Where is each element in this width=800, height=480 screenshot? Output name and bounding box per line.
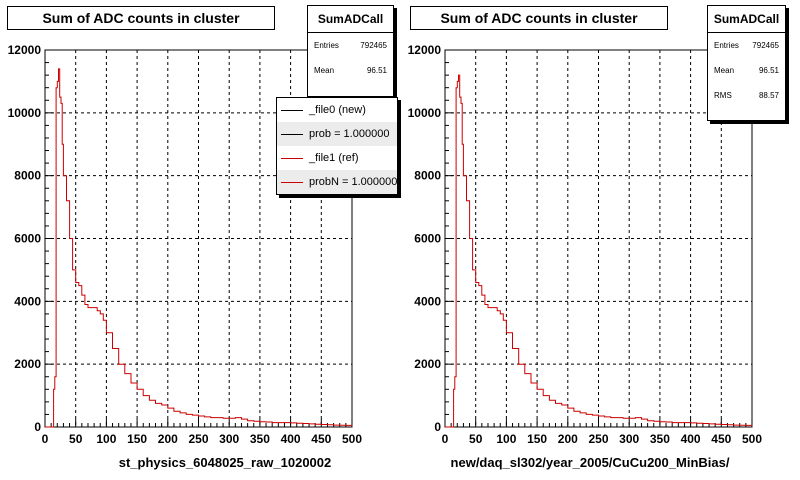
- stats-rms-row: RMS 88.57: [708, 83, 785, 108]
- stats-histogram-name: SumADCall: [708, 6, 785, 33]
- x-tick-label-1: 50: [469, 432, 483, 446]
- legend-entry-file1: _file1 (ref): [277, 146, 397, 170]
- x-axis-label: st_physics_6048025_raw_1020002: [118, 455, 332, 470]
- chart-title: Sum of ADC counts in cluster: [410, 6, 668, 30]
- y-tick-label-0: 0: [434, 420, 441, 434]
- y-tick-label-0: 0: [34, 420, 41, 434]
- stats-mean-value: 96.51: [758, 66, 779, 75]
- x-tick-label-8: 400: [681, 432, 701, 446]
- x-axis-label: new/daq_sl302/year_2005/CuCu200_MinBias/: [450, 455, 730, 470]
- histogram-plot-left: 0 50 100 150 200 250 300 350 400 450 500 0 2000 4000 6…: [8, 43, 363, 446]
- histogram-series-0: [445, 74, 753, 428]
- stats-box: SumADCall Entries 792465 Mean 96.51 RMS …: [707, 5, 786, 121]
- y-tick-label-1: 2000: [14, 357, 41, 371]
- stats-rms-value: 88.57: [758, 91, 779, 100]
- legend-label-prob: prob = 1.000000: [309, 128, 390, 140]
- stats-entries-label: Entries: [714, 41, 739, 50]
- x-tick-label-10: 500: [742, 432, 762, 446]
- stats-mean-label: Mean: [714, 66, 735, 75]
- x-tick-label-0: 0: [442, 432, 449, 446]
- legend-entry-probn: probN = 1.000000: [277, 170, 397, 194]
- stats-entries-row: Entries 792465: [708, 33, 785, 58]
- legend-label-file1: _file1 (ref): [309, 152, 359, 164]
- x-tick-label-8: 400: [281, 432, 301, 446]
- x-tick-label-9: 450: [711, 432, 731, 446]
- y-tick-label-3: 6000: [414, 232, 441, 246]
- stats-entries-label: Entries: [314, 41, 339, 50]
- x-tick-label-0: 0: [42, 432, 49, 446]
- legend: _file0 (new) prob = 1.000000 _file1 (ref…: [276, 97, 398, 195]
- stats-mean-row: Mean 96.51: [308, 58, 393, 83]
- x-tick-label-5: 250: [188, 432, 208, 446]
- y-tick-label-4: 8000: [14, 169, 41, 183]
- y-tick-label-3: 6000: [14, 232, 41, 246]
- x-tick-label-1: 50: [69, 432, 83, 446]
- y-tick-label-2: 4000: [414, 294, 441, 308]
- legend-entry-file0: _file0 (new): [277, 98, 397, 122]
- y-tick-label-6: 12000: [8, 43, 42, 57]
- y-tick-label-5: 10000: [408, 106, 442, 120]
- stats-mean-value: 96.51: [366, 66, 387, 75]
- x-tick-label-2: 100: [496, 432, 516, 446]
- chart-title: Sum of ADC counts in cluster: [7, 6, 275, 30]
- x-tick-label-3: 150: [527, 432, 547, 446]
- y-tick-label-6: 12000: [408, 43, 442, 57]
- stats-rms-label: RMS: [714, 91, 732, 100]
- x-tick-label-2: 100: [96, 432, 116, 446]
- legend-swatch-prob: [281, 133, 303, 135]
- histogram-series-0: [45, 68, 353, 428]
- stats-box: SumADCall Entries 792465 Mean 96.51: [307, 5, 394, 97]
- x-tick-label-7: 350: [650, 432, 670, 446]
- x-tick-label-7: 350: [250, 432, 270, 446]
- y-tick-label-5: 10000: [8, 106, 42, 120]
- y-tick-label-1: 2000: [414, 357, 441, 371]
- stats-mean-row: Mean 96.51: [708, 58, 785, 83]
- x-tick-label-4: 200: [158, 432, 178, 446]
- x-tick-label-4: 200: [558, 432, 578, 446]
- legend-swatch-file0: [281, 109, 303, 111]
- stats-entries-value: 792465: [360, 41, 387, 50]
- chart-panel-left: 0 50 100 150 200 250 300 350 400 450 500 0 2000 4000 6…: [7, 5, 398, 470]
- legend-swatch-probn: [281, 181, 303, 183]
- chart-panel-right: 0 50 100 150 200 250 300 350 400 450 500 0 2000 4000 6…: [400, 0, 800, 480]
- legend-label-file0: _file0 (new): [309, 104, 366, 116]
- x-tick-label-3: 150: [127, 432, 147, 446]
- histogram-plot-right: 0 50 100 150 200 250 300 350 400 450 500 0 2000 4000 6…: [408, 43, 763, 446]
- legend-swatch-file1: [281, 157, 303, 159]
- x-tick-label-9: 450: [311, 432, 331, 446]
- x-tick-label-10: 500: [342, 432, 362, 446]
- legend-entry-prob: prob = 1.000000: [277, 122, 397, 146]
- x-tick-label-5: 250: [588, 432, 608, 446]
- stats-histogram-name: SumADCall: [308, 6, 393, 33]
- x-tick-label-6: 300: [619, 432, 639, 446]
- stats-entries-value: 792465: [752, 41, 779, 50]
- y-tick-label-4: 8000: [414, 169, 441, 183]
- y-tick-label-2: 4000: [14, 294, 41, 308]
- stats-entries-row: Entries 792465: [308, 33, 393, 58]
- legend-label-probn: probN = 1.000000: [309, 176, 398, 188]
- x-tick-label-6: 300: [219, 432, 239, 446]
- stats-mean-label: Mean: [314, 66, 335, 75]
